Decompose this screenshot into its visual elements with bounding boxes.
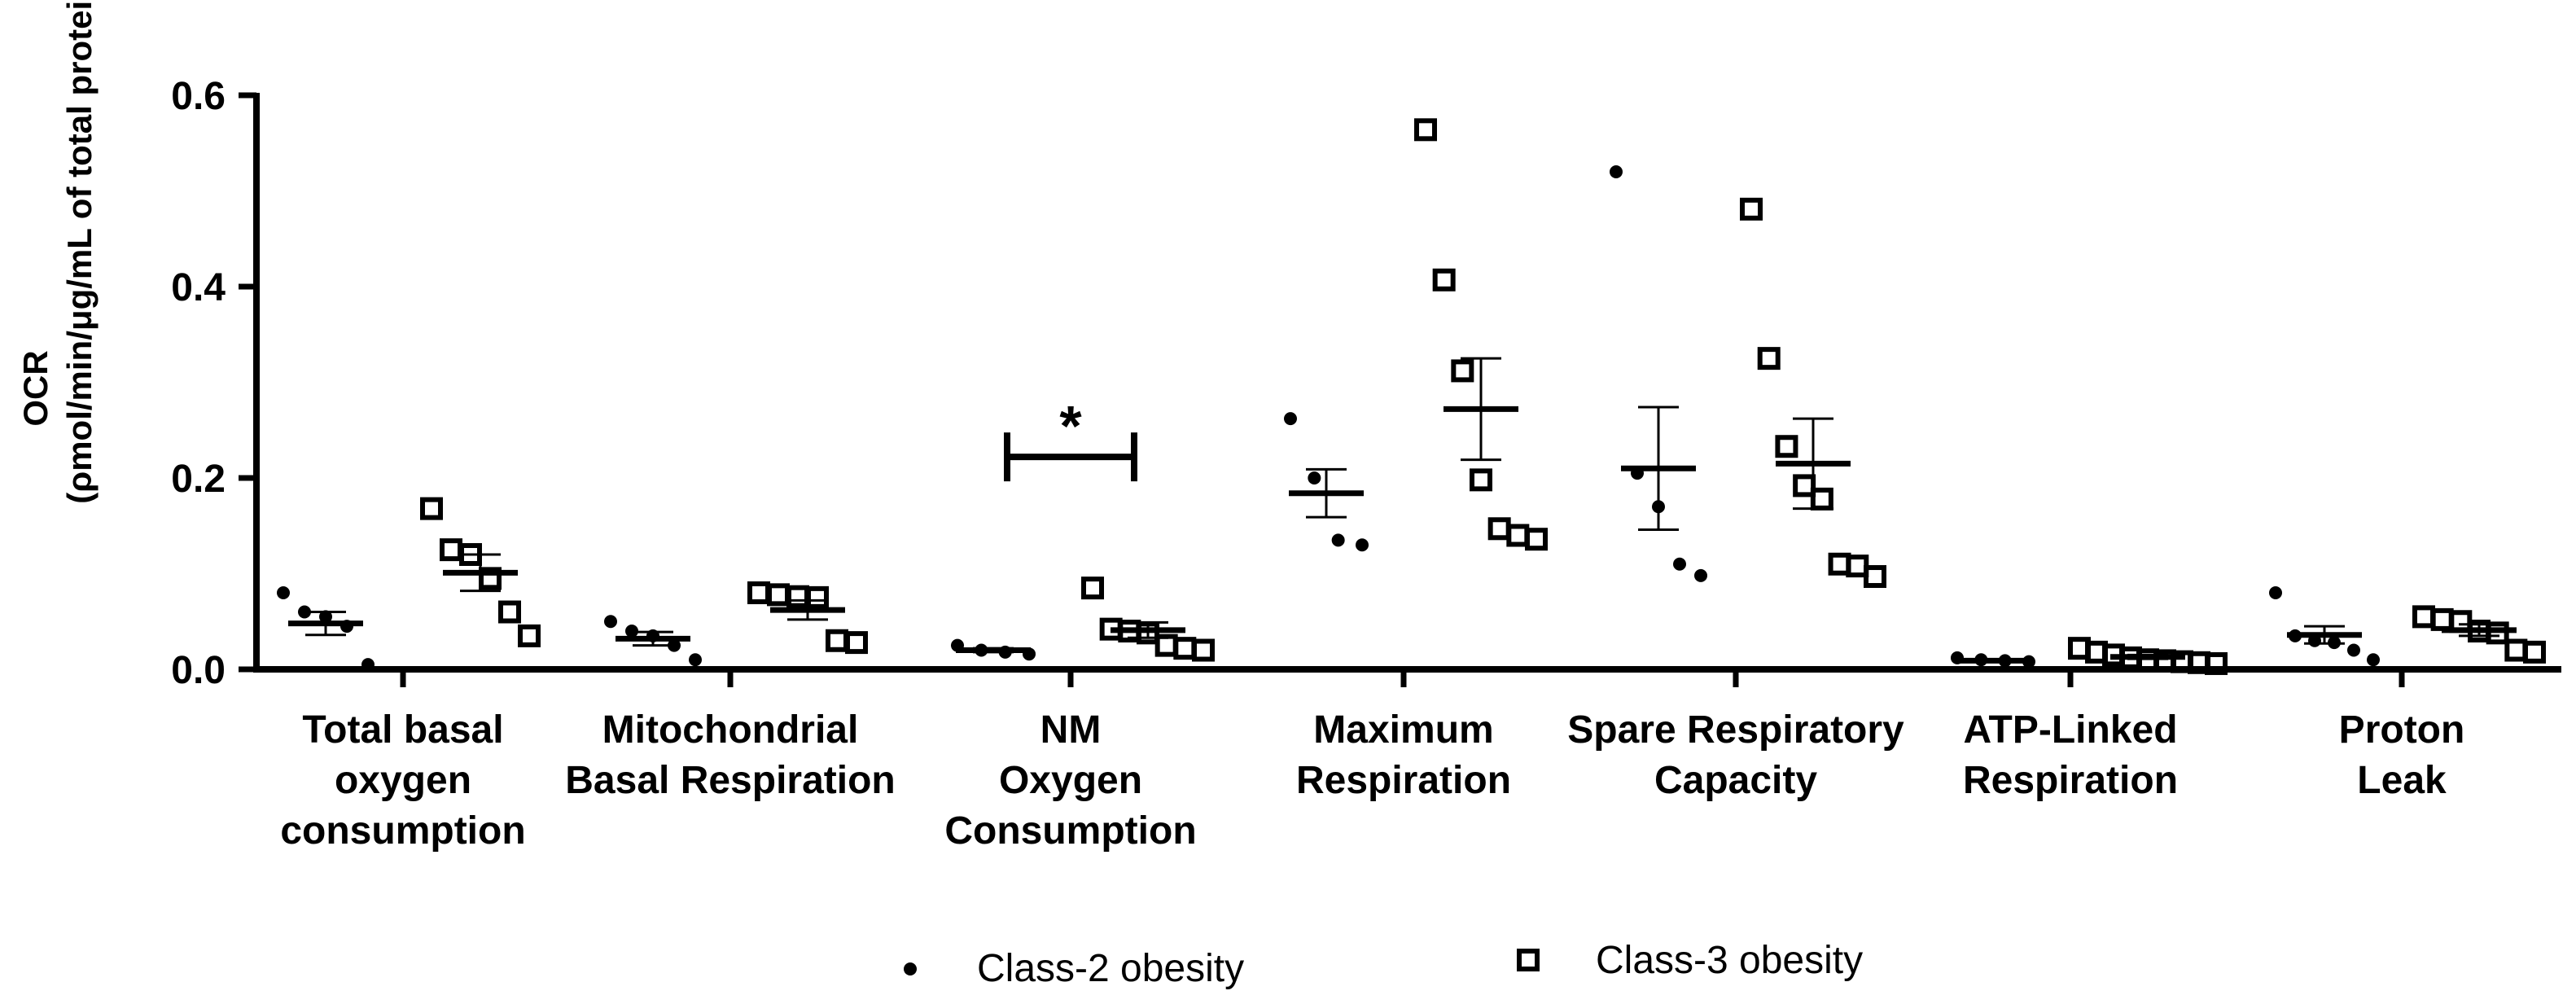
data-point-class3 [845,631,868,655]
x-category-label: Capacity [1654,759,1817,802]
y-tick-label: 0.0 [171,649,226,692]
data-point-class3 [1414,118,1437,142]
data-point-class3 [1846,555,1869,578]
data-point-class2 [1331,533,1345,547]
data-point-class3 [2504,638,2528,662]
x-category-label: Basal Respiration [565,759,895,802]
data-point-class2 [2269,586,2282,599]
data-point-class2 [625,625,638,638]
data-point-class3 [1081,577,1104,600]
significance-star: * [1059,394,1082,458]
data-point-class3 [1487,517,1511,541]
data-point-class2 [298,605,311,619]
data-marks: * [277,118,2546,675]
y-axis-label: OCR [16,350,55,426]
x-category-label: consumption [280,809,525,853]
data-point-class2 [1284,412,1297,426]
data-point-class3 [2430,607,2454,631]
x-category-label: Respiration [1963,759,2178,802]
axes: 0.0 0.2 0.4 0.6 Total basal oxygen consumption… [171,75,2561,853]
data-point-class3 [1451,359,1474,383]
data-point-class3 [1793,474,1816,498]
data-point-class3 [1506,524,1530,547]
data-point-class3 [2486,621,2509,645]
data-point-class3 [2205,651,2228,675]
legend-label-class3: Class-3 obesity [1596,939,1863,982]
data-point-class3 [1173,637,1197,660]
data-point-class3 [498,600,521,624]
data-point-class3 [1864,565,1886,589]
x-category-label: NM [1040,708,1102,752]
data-point-class3 [806,585,829,609]
data-point-class3 [826,629,848,652]
y-tick-label: 0.6 [171,75,226,118]
x-category-label: Maximum [1313,708,1493,752]
data-point-class2 [361,658,375,672]
x-category-label: Oxygen [999,759,1142,802]
data-point-class2 [1673,557,1686,571]
data-point-class2 [1694,568,1707,582]
data-point-class3 [420,497,443,520]
data-point-class3 [1828,552,1851,576]
y-axis-units: (ρmol/min/μg/mL of total protein) [60,0,99,504]
data-point-class2 [689,653,702,667]
data-point-class3 [747,581,770,604]
y-axis-title: OCR (ρmol/min/μg/mL of total protein) [16,0,99,504]
legend-marker-class2 [904,962,917,976]
y-tick-label: 0.4 [171,266,226,309]
data-point-class2 [1356,538,1369,552]
data-point-class3 [2412,605,2435,629]
x-category-label: Respiration [1296,759,1511,802]
data-point-class3 [440,538,462,562]
x-category-label: Spare Respiratory [1567,708,1904,752]
data-point-class3 [1740,197,1763,221]
data-point-class2 [2367,653,2380,667]
data-point-class3 [1154,634,1178,657]
x-category-label: oxygen [335,759,471,802]
data-point-class2 [668,638,681,652]
data-point-class3 [767,583,790,607]
data-point-class3 [1432,268,1456,292]
data-point-class2 [1308,471,1321,484]
x-category-label: Consumption [944,809,1196,853]
data-point-class3 [1470,468,1492,492]
data-point-class2 [1610,165,1623,178]
x-category-label: Total basal [302,708,503,752]
data-point-class3 [2523,640,2546,664]
data-point-class3 [1775,435,1798,458]
data-point-class3 [1192,638,1215,662]
data-point-class3 [1757,347,1781,370]
legend-marker-class3 [1517,949,1540,971]
data-point-class2 [604,615,617,629]
x-category-label: Mitochondrial [602,708,859,752]
data-point-class3 [1525,528,1548,551]
data-point-class3 [786,585,809,608]
x-category-label: Proton [2339,708,2465,752]
data-point-class3 [518,624,541,647]
data-point-class2 [2347,643,2360,657]
legend: Class-2 obesity Class-3 obesity [904,939,1863,990]
data-point-class3 [1810,487,1833,511]
legend-label-class2: Class-2 obesity [977,947,1244,990]
data-point-class2 [277,586,290,599]
x-category-label: ATP-Linked [1963,708,2177,752]
y-tick-label: 0.2 [171,458,226,501]
x-category-label: Leak [2357,759,2447,802]
